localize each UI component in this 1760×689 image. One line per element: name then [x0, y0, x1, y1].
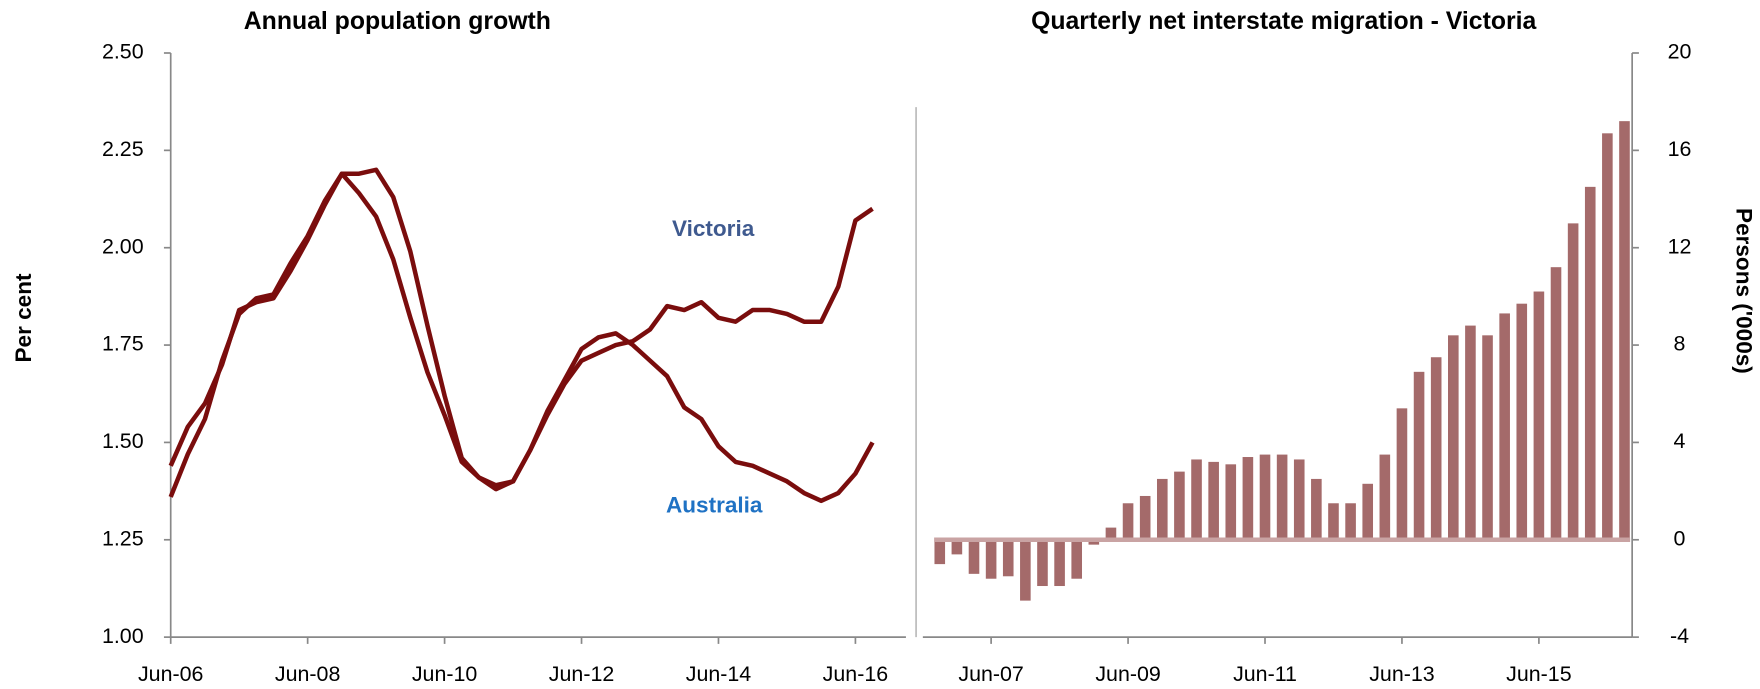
bar [1567, 223, 1579, 540]
y-tick-label: 1.75 [102, 332, 144, 356]
bar [934, 539, 946, 565]
bar [1242, 457, 1254, 540]
chart-title: Quarterly net interstate migration - Vic… [1031, 8, 1536, 35]
bar [1499, 313, 1510, 540]
bar [1619, 121, 1630, 540]
y-tick-label: 1.50 [102, 429, 144, 453]
chart-title: Annual population growth [244, 8, 551, 35]
bar [1328, 503, 1339, 540]
x-tick-label: Jun-08 [275, 662, 340, 686]
bar [1448, 335, 1459, 540]
y-tick-label: 2.50 [102, 40, 144, 64]
y-tick-label: 2.00 [102, 234, 144, 258]
bar [1533, 291, 1545, 540]
series-label: Victoria [672, 216, 755, 241]
x-tick-label: Jun-06 [138, 662, 203, 686]
y-tick-label: 16 [1668, 137, 1692, 161]
bar [1379, 454, 1391, 540]
x-tick-label: Jun-14 [686, 662, 752, 686]
bar [1122, 503, 1134, 540]
bar [1430, 357, 1442, 540]
y-axis-label: Per cent [11, 273, 36, 362]
bar [1413, 371, 1425, 540]
bar [1208, 461, 1219, 540]
y-tick-label: 12 [1668, 234, 1692, 258]
bar [1345, 503, 1356, 540]
x-tick-label: Jun-13 [1369, 662, 1434, 686]
bar [951, 539, 963, 555]
bar [1516, 303, 1528, 540]
bar [1602, 133, 1613, 540]
y-tick-label: 2.25 [102, 137, 144, 161]
bar [1465, 325, 1476, 540]
series-line [168, 171, 874, 488]
bar [1105, 527, 1117, 540]
y-tick-label: 0 [1674, 526, 1686, 550]
bar [1311, 478, 1322, 540]
bar [1002, 539, 1014, 577]
bar [1482, 335, 1493, 540]
bar [1276, 454, 1288, 540]
bar [1054, 539, 1065, 587]
y-tick-label: 8 [1674, 332, 1686, 356]
bar [968, 539, 980, 574]
bar [1362, 483, 1374, 540]
x-tick-label: Jun-07 [958, 662, 1023, 686]
bar [1071, 539, 1083, 579]
x-tick-label: Jun-15 [1506, 662, 1571, 686]
y-axis-label: Persons ('000s) [1732, 208, 1757, 374]
y-tick-label: 1.00 [102, 624, 144, 648]
series-label: Australia [666, 492, 763, 517]
bar [1156, 478, 1168, 540]
y-tick-label: 1.25 [102, 526, 144, 550]
bar [985, 539, 997, 579]
x-tick-label: Jun-16 [823, 662, 888, 686]
bar [1396, 408, 1408, 540]
bar [1259, 454, 1271, 540]
bar [1225, 464, 1237, 540]
y-tick-label: 4 [1674, 429, 1686, 453]
x-tick-label: Jun-09 [1095, 662, 1160, 686]
x-tick-label: Jun-12 [549, 662, 614, 686]
y-tick-label: 20 [1668, 40, 1692, 64]
series-line [168, 167, 875, 504]
x-tick-label: Jun-11 [1233, 662, 1297, 686]
x-tick-label: Jun-10 [412, 662, 478, 686]
bar [1550, 267, 1562, 540]
bar [1139, 495, 1151, 540]
bar [1191, 459, 1202, 540]
bar [1174, 471, 1185, 540]
bar [1584, 186, 1596, 540]
bar [1088, 539, 1100, 545]
bar [1020, 539, 1031, 601]
bar [1037, 539, 1048, 587]
y-tick-label: -4 [1670, 624, 1689, 648]
bar [1293, 459, 1305, 540]
